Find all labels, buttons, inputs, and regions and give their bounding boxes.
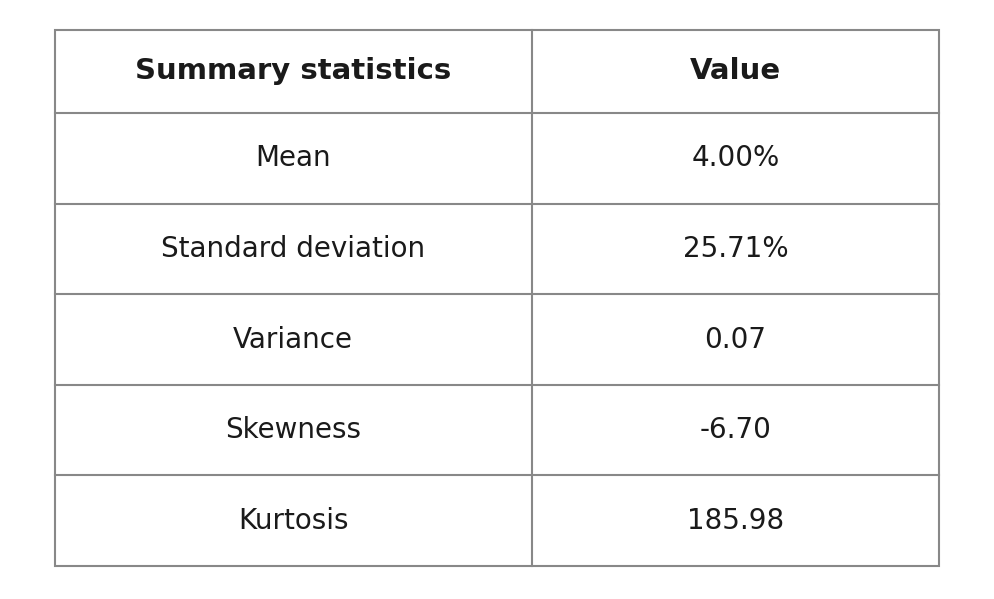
Text: 25.71%: 25.71% xyxy=(683,235,788,263)
Text: Skewness: Skewness xyxy=(226,416,361,444)
Text: Standard deviation: Standard deviation xyxy=(161,235,425,263)
Text: Value: Value xyxy=(690,58,781,86)
Text: -6.70: -6.70 xyxy=(700,416,771,444)
Bar xyxy=(55,30,939,566)
Text: 4.00%: 4.00% xyxy=(692,144,779,173)
Text: Variance: Variance xyxy=(234,325,353,353)
Text: Mean: Mean xyxy=(255,144,331,173)
Text: Summary statistics: Summary statistics xyxy=(135,58,451,86)
Text: Kurtosis: Kurtosis xyxy=(238,507,349,535)
Text: 185.98: 185.98 xyxy=(687,507,784,535)
Text: 0.07: 0.07 xyxy=(705,325,766,353)
